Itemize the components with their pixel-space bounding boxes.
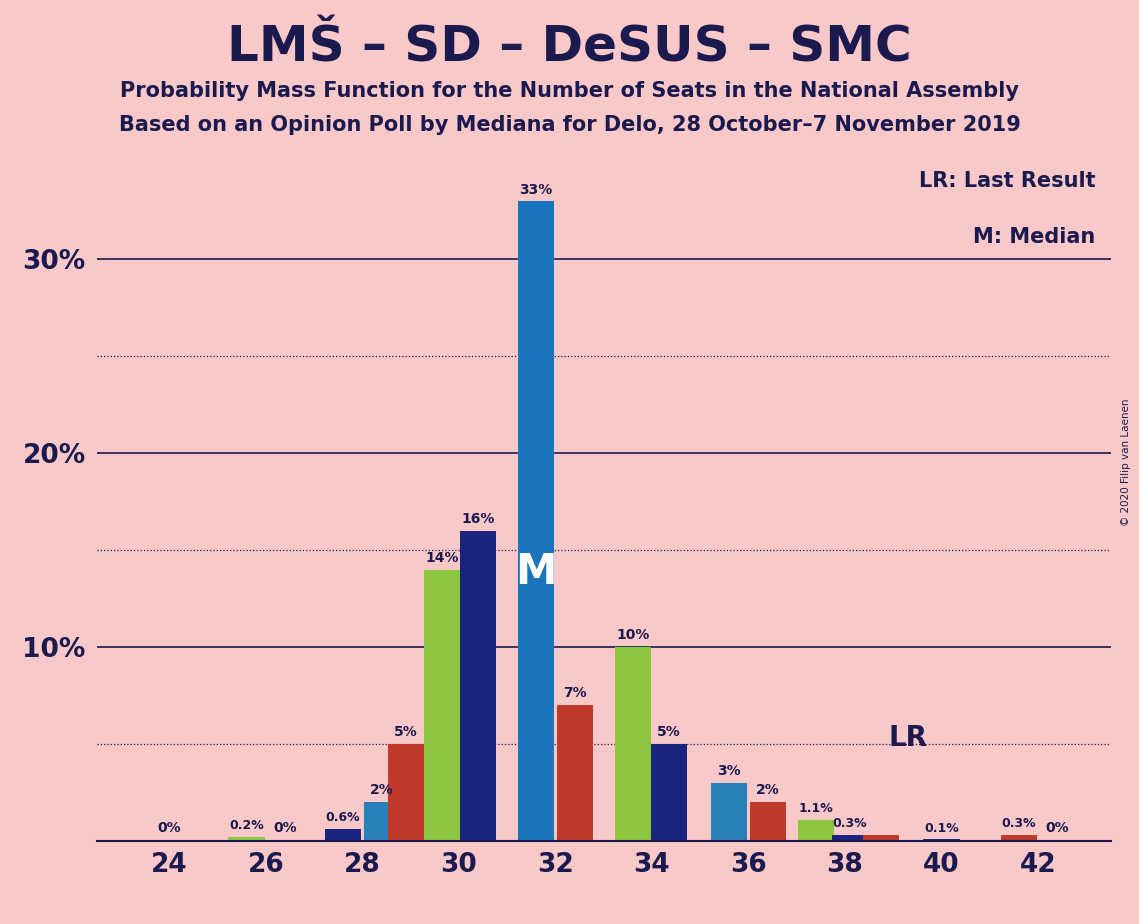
Bar: [325, 829, 361, 841]
Text: 10%: 10%: [616, 628, 649, 642]
Text: 0%: 0%: [157, 821, 181, 835]
Bar: [711, 783, 747, 841]
Bar: [863, 835, 900, 841]
Bar: [557, 705, 592, 841]
Text: © 2020 Filip van Laenen: © 2020 Filip van Laenen: [1121, 398, 1131, 526]
Text: 0.1%: 0.1%: [924, 822, 959, 835]
Text: 2%: 2%: [756, 784, 780, 797]
Text: 0%: 0%: [273, 821, 297, 835]
Text: 33%: 33%: [519, 183, 552, 197]
Bar: [387, 744, 424, 841]
Bar: [650, 744, 687, 841]
Bar: [831, 835, 868, 841]
Text: 0%: 0%: [1046, 821, 1070, 835]
Bar: [924, 839, 960, 841]
Text: LMŠ – SD – DeSUS – SMC: LMŠ – SD – DeSUS – SMC: [227, 23, 912, 71]
Text: 5%: 5%: [394, 725, 418, 739]
Text: 2%: 2%: [370, 784, 393, 797]
Text: M: Median: M: Median: [973, 227, 1096, 247]
Text: 0.3%: 0.3%: [833, 817, 867, 830]
Bar: [228, 837, 264, 841]
Text: 14%: 14%: [425, 551, 459, 565]
Text: Based on an Opinion Poll by Mediana for Delo, 28 October–7 November 2019: Based on an Opinion Poll by Mediana for …: [118, 115, 1021, 135]
Text: M: M: [515, 552, 557, 593]
Text: LR: LR: [888, 724, 927, 752]
Bar: [749, 802, 786, 841]
Text: 0.2%: 0.2%: [229, 819, 264, 833]
Bar: [798, 820, 834, 841]
Text: 16%: 16%: [461, 512, 494, 526]
Text: 5%: 5%: [657, 725, 681, 739]
Bar: [518, 201, 555, 841]
Text: 0.3%: 0.3%: [1001, 817, 1036, 830]
Text: Probability Mass Function for the Number of Seats in the National Assembly: Probability Mass Function for the Number…: [120, 81, 1019, 102]
Bar: [615, 647, 650, 841]
Text: 3%: 3%: [718, 764, 741, 778]
Bar: [363, 802, 400, 841]
Bar: [424, 569, 460, 841]
Bar: [1001, 835, 1036, 841]
Text: LR: Last Result: LR: Last Result: [919, 171, 1096, 191]
Text: 0.6%: 0.6%: [326, 811, 360, 824]
Bar: [460, 530, 497, 841]
Text: 7%: 7%: [563, 687, 587, 700]
Text: 1.1%: 1.1%: [798, 802, 834, 815]
